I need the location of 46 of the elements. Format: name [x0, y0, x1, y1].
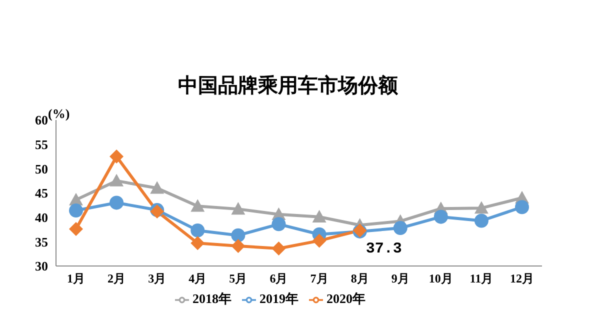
- y-tick-label: 40: [35, 210, 48, 225]
- x-tick-label: 11月: [470, 272, 494, 286]
- y-tick-label: 60: [35, 112, 48, 128]
- point: [110, 150, 124, 164]
- point: [190, 223, 205, 238]
- x-tick-label: 6月: [270, 272, 288, 286]
- point: [190, 236, 205, 250]
- point: [69, 222, 83, 236]
- legend-label: 2019年: [260, 291, 298, 306]
- y-tick-label: 30: [35, 258, 48, 274]
- point: [434, 210, 448, 224]
- point: [312, 210, 326, 222]
- point: [393, 221, 408, 236]
- legend-label: 2018年: [192, 291, 232, 306]
- point: [474, 214, 488, 228]
- point: [231, 239, 246, 254]
- point: [110, 174, 124, 186]
- x-tick-label: 10月: [428, 272, 453, 286]
- point: [190, 199, 205, 212]
- x-tick-label: 7月: [310, 272, 328, 286]
- point: [474, 201, 488, 214]
- y-tick-label: 55: [35, 136, 48, 152]
- point: [231, 202, 246, 215]
- x-tick-label: 5月: [229, 272, 248, 286]
- x-tick-label: 8月: [350, 272, 369, 286]
- x-tick-label: 9月: [391, 272, 410, 286]
- point: [272, 217, 286, 232]
- point: [150, 181, 164, 194]
- point: [515, 200, 529, 214]
- x-tick-label: 2月: [108, 272, 126, 286]
- y-tick-label: 35: [35, 234, 48, 250]
- x-tick-label: 1月: [67, 272, 85, 286]
- y-tick-label: 45: [35, 186, 48, 201]
- y-tick-label: 50: [35, 161, 48, 176]
- point: [312, 234, 326, 248]
- x-tick-label: 3月: [148, 272, 166, 286]
- x-tick-label: 4月: [188, 272, 207, 286]
- point: [231, 228, 246, 242]
- chart-title: 中国品牌乘用车市场份额: [177, 72, 399, 99]
- point: [110, 196, 124, 210]
- point: [69, 204, 83, 218]
- legend-label: 2020年: [326, 291, 366, 306]
- y-axis-title: (%): [48, 106, 70, 122]
- point: [272, 241, 286, 256]
- data-label: 37.3: [366, 240, 402, 258]
- x-tick-label: 12月: [510, 272, 534, 286]
